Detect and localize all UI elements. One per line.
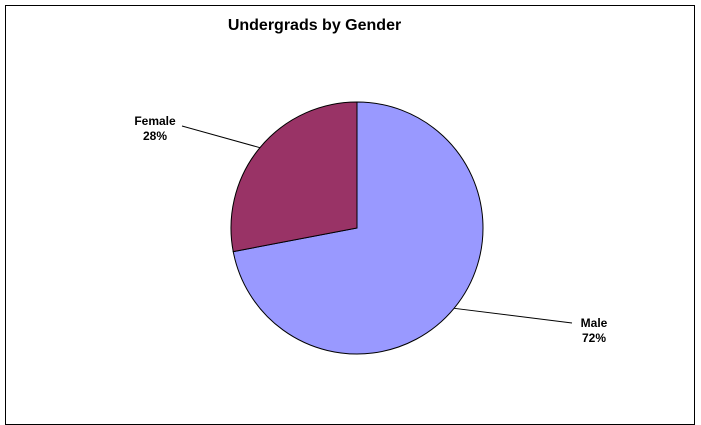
pie-slice-male [232, 101, 484, 355]
leader-lines [181, 125, 573, 324]
slice-label-male: Male [581, 316, 608, 330]
slice-label-female: Female [134, 114, 176, 128]
slice-percent-female: 28% [143, 129, 167, 143]
pie-slice-female [230, 101, 358, 253]
pie-slices [230, 101, 484, 355]
slice-percent-male: 72% [582, 331, 606, 345]
leader-line-female [181, 125, 261, 149]
leader-line-male [454, 307, 573, 324]
chart-title: Undergrads by Gender [227, 17, 402, 34]
